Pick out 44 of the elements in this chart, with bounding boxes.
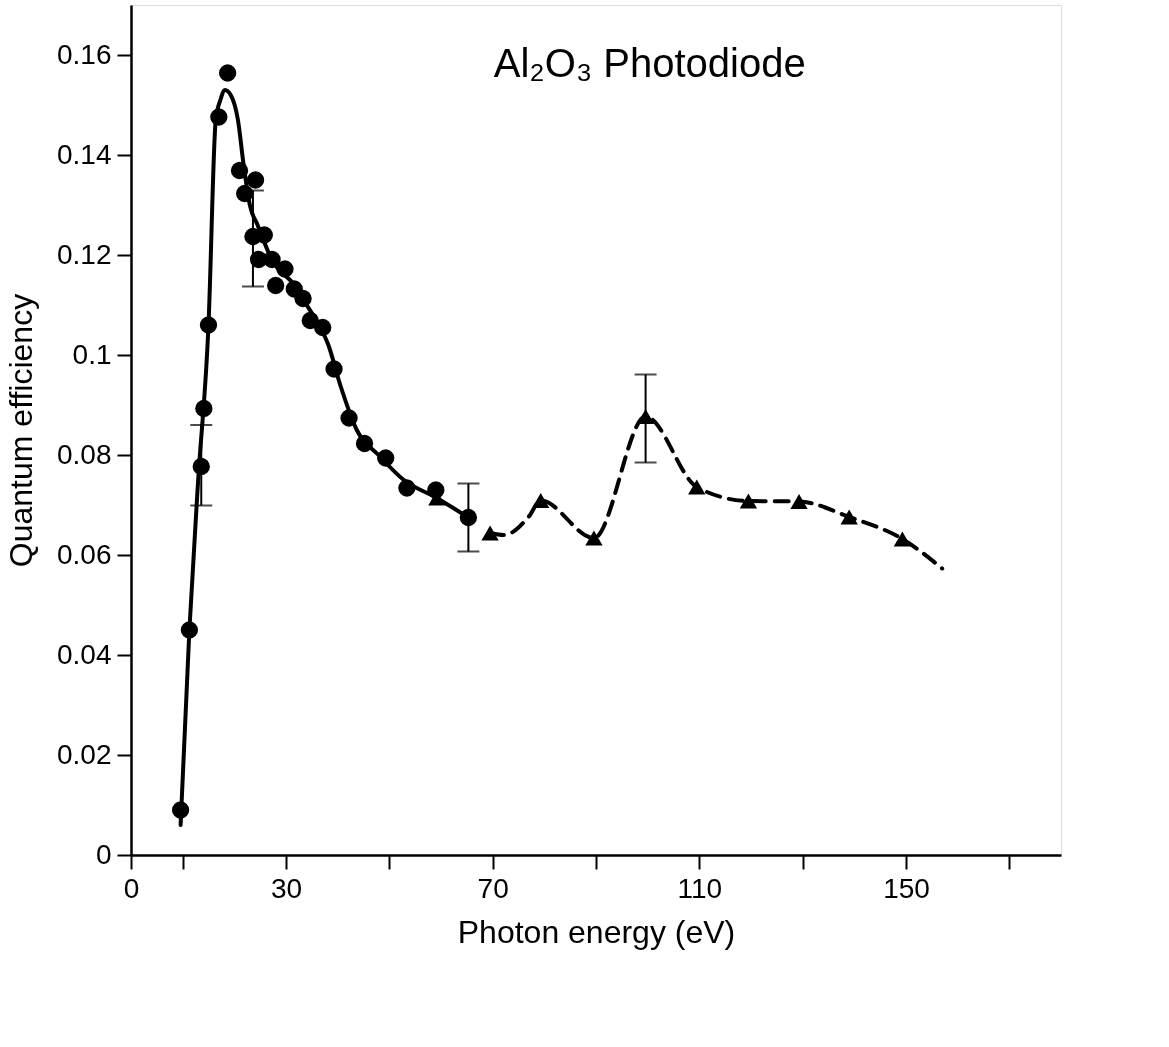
x-tick-label: 70 [477, 872, 509, 904]
point [267, 276, 285, 295]
point [230, 161, 249, 180]
point [688, 479, 706, 495]
point [481, 525, 499, 541]
y-tick-label: 0.04 [57, 638, 112, 670]
x-axis-title: Photon energy (eV) [457, 913, 736, 950]
point [210, 108, 228, 126]
point [325, 360, 343, 378]
point [171, 801, 190, 819]
point [840, 509, 858, 525]
point [180, 621, 199, 639]
x-tick-label: 110 [677, 872, 723, 904]
y-tick-label: 0.02 [57, 738, 112, 770]
point [739, 493, 758, 509]
point [340, 409, 358, 427]
y-tick-label: 0.16 [57, 38, 112, 70]
x-tick-label: 30 [270, 872, 303, 904]
annotation: Al₂O₃ Photodiode [493, 41, 806, 85]
point [532, 493, 550, 508]
point [294, 289, 312, 308]
point [301, 311, 319, 330]
x-tick-label: 0 [123, 872, 140, 904]
point [398, 479, 416, 497]
point [377, 449, 395, 467]
point [246, 171, 265, 189]
y-tick-label: 0.06 [57, 538, 112, 570]
point [585, 530, 603, 546]
point [263, 250, 281, 269]
y-tick-label: 0 [95, 838, 112, 870]
point [355, 434, 374, 453]
point [314, 318, 332, 337]
point [199, 316, 218, 334]
y-tick-label: 0.14 [57, 138, 112, 170]
x-tick-label: 150 [883, 872, 930, 904]
y-tick-label: 0.08 [57, 438, 112, 470]
point [790, 494, 808, 509]
point [218, 64, 237, 82]
y-axis-title: Quantum efficiency [3, 293, 39, 568]
point [893, 531, 912, 547]
point [276, 260, 294, 278]
y-tick-label: 0.1 [72, 338, 112, 370]
point [195, 399, 213, 418]
y-tick-label: 0.12 [57, 238, 112, 270]
